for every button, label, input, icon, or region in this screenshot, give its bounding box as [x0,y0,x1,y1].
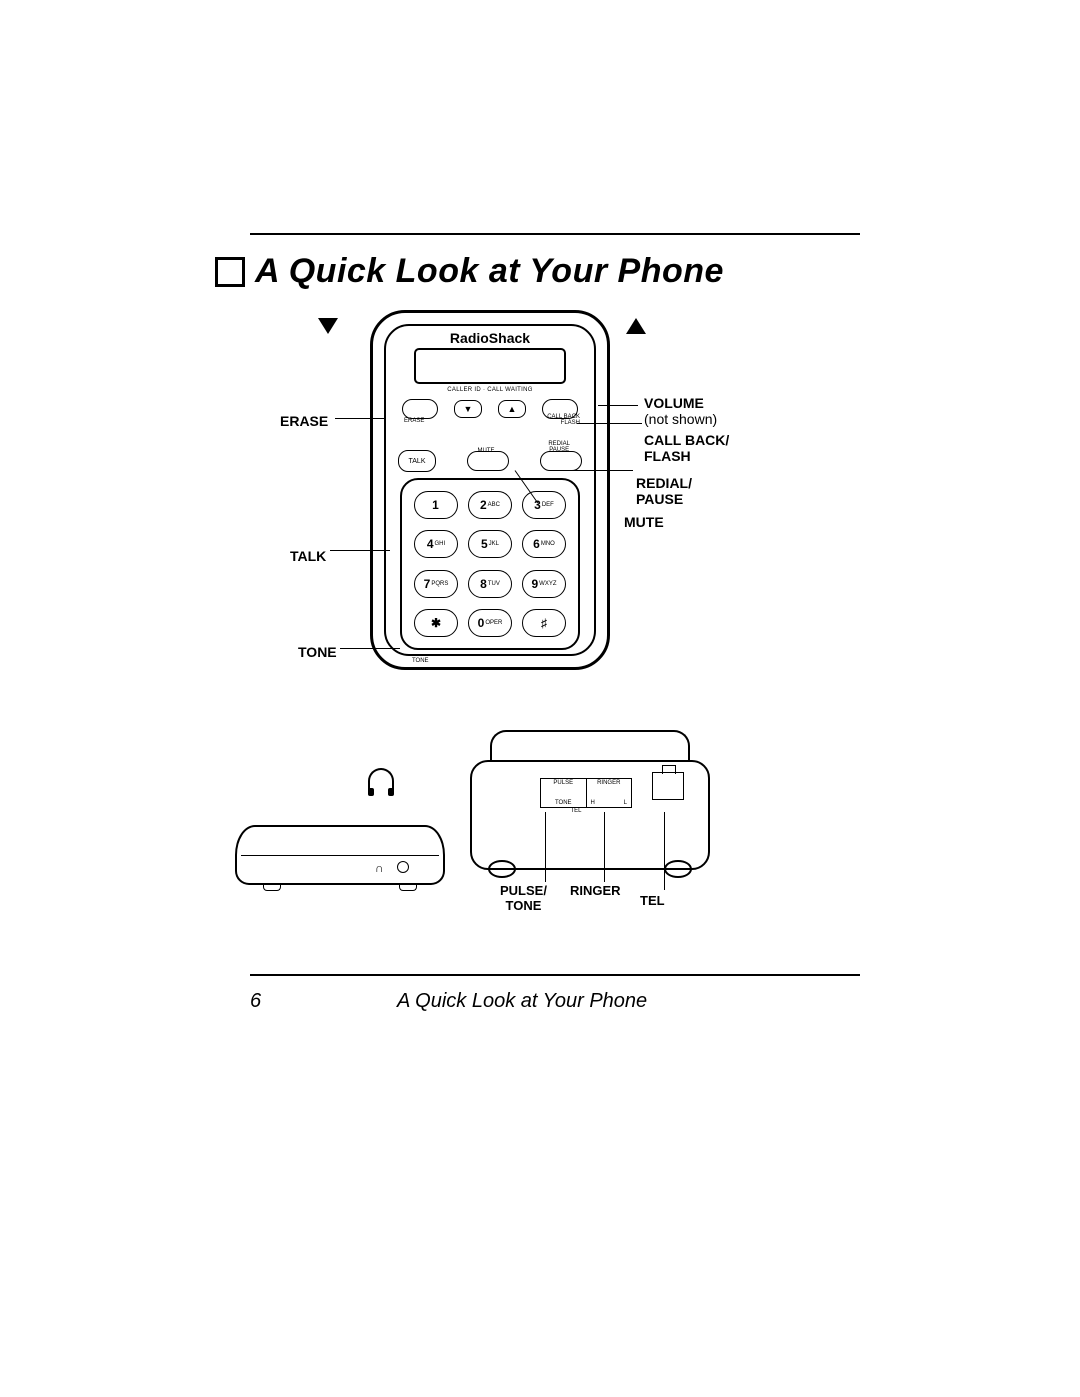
sw-pulse: PULSE [543,780,584,786]
tone-small-label: TONE [412,658,429,664]
lead-ringer [604,812,605,882]
key-5: 5JKL [468,530,512,558]
sw-l: L [624,800,627,806]
tel-jack-notch [662,765,676,774]
bottom-rule [250,974,860,976]
pulse-tone-switch: PULSE TONE [541,779,587,807]
side-seam [241,855,439,856]
up-triangle-icon [626,318,646,334]
callout-volume-sub: (not shown) [644,411,717,427]
up-button: ▲ [498,400,526,418]
tel-jack [652,772,684,800]
callback-small-label: CALL BACK FLASH [547,414,580,426]
callout-callback-l1: CALL BACK/ [644,432,729,448]
callout-redial-l2: PAUSE [636,491,683,507]
callout-volume: VOLUME (not shown) [644,395,717,427]
callout-talk: TALK [290,548,326,564]
callout-mute: MUTE [624,514,664,530]
down-triangle-icon [318,318,338,334]
caller-id-label: CALLER ID · CALL WAITING [370,387,610,393]
headphone-icon [368,768,394,792]
heading-text: A Quick Look at Your Phone [255,252,724,291]
sw-tone: TONE [543,800,584,806]
lead-talk [330,550,390,551]
sw-ringer: RINGER [589,780,630,786]
callout-redial: REDIAL/ PAUSE [636,475,692,507]
back-foot-left [488,860,516,878]
mute-key [467,451,509,471]
side-power-icon [397,861,409,873]
key-8: 8TUV [468,570,512,598]
lead-erase [335,418,385,419]
callout-callback: CALL BACK/ FLASH [644,432,729,464]
lead-pulse-tone [545,812,546,882]
key-hash: ♯ [522,609,566,637]
lead-volume [598,405,638,406]
erase-small-label: ERASE [404,418,424,424]
side-foot-left [263,884,281,891]
page-heading: A Quick Look at Your Phone [215,252,724,291]
footer-title: A Quick Look at Your Phone [397,990,647,1013]
callout-erase: ERASE [280,413,328,429]
key-7: 7PQRS [414,570,458,598]
lead-redial [563,470,633,471]
checkbox-icon [215,257,245,287]
side-foot-right [399,884,417,891]
lead-callback [577,423,642,424]
talk-key: TALK [398,450,436,472]
callout-tone: TONE [298,644,337,660]
key-1: 1 [414,491,458,519]
side-headphone-icon: ∩ [375,861,384,875]
callout-pt-l2: TONE [506,898,542,913]
phone-back-diagram: PULSE TONE RINGER H L TEL [470,730,710,870]
keypad-panel: 1 2ABC 3DEF 4GHI 5JKL 6MNO 7PQRS 8TUV 9W… [400,478,580,650]
key-9: 9WXYZ [522,570,566,598]
tel-label-small: TEL [472,808,680,814]
callout-redial-l1: REDIAL/ [636,475,692,491]
phone-side-diagram: ∩ [235,805,445,885]
redial-pause-key [540,451,582,471]
erase-button [402,399,438,419]
key-3: 3DEF [522,491,566,519]
ringer-switch: RINGER H L [587,779,632,807]
callout-tel: TEL [640,894,665,909]
callout-volume-text: VOLUME [644,395,704,411]
callout-pt-l1: PULSE/ [500,883,547,898]
lead-tel [664,812,665,890]
brand-label: RadioShack [370,330,610,346]
key-2: 2ABC [468,491,512,519]
phone-front-diagram: RadioShack CALLER ID · CALL WAITING ▼ ▲ … [370,310,610,670]
down-button: ▼ [454,400,482,418]
key-0: 0OPER [468,609,512,637]
page: A Quick Look at Your Phone RadioShack CA… [0,0,1080,1397]
back-foot-right [664,860,692,878]
key-6: 6MNO [522,530,566,558]
callout-pulse-tone: PULSE/ TONE [500,884,547,914]
top-rule [250,233,860,235]
lcd-screen [414,348,566,384]
page-number: 6 [250,990,261,1013]
callout-callback-l2: FLASH [644,448,691,464]
callout-ringer: RINGER [570,884,621,899]
talk-mute-redial-row: TALK [398,450,582,472]
lead-tone [340,648,400,649]
switch-box: PULSE TONE RINGER H L [540,778,632,808]
sw-h: H [591,800,595,806]
key-4: 4GHI [414,530,458,558]
key-star: ✱ [414,609,458,637]
